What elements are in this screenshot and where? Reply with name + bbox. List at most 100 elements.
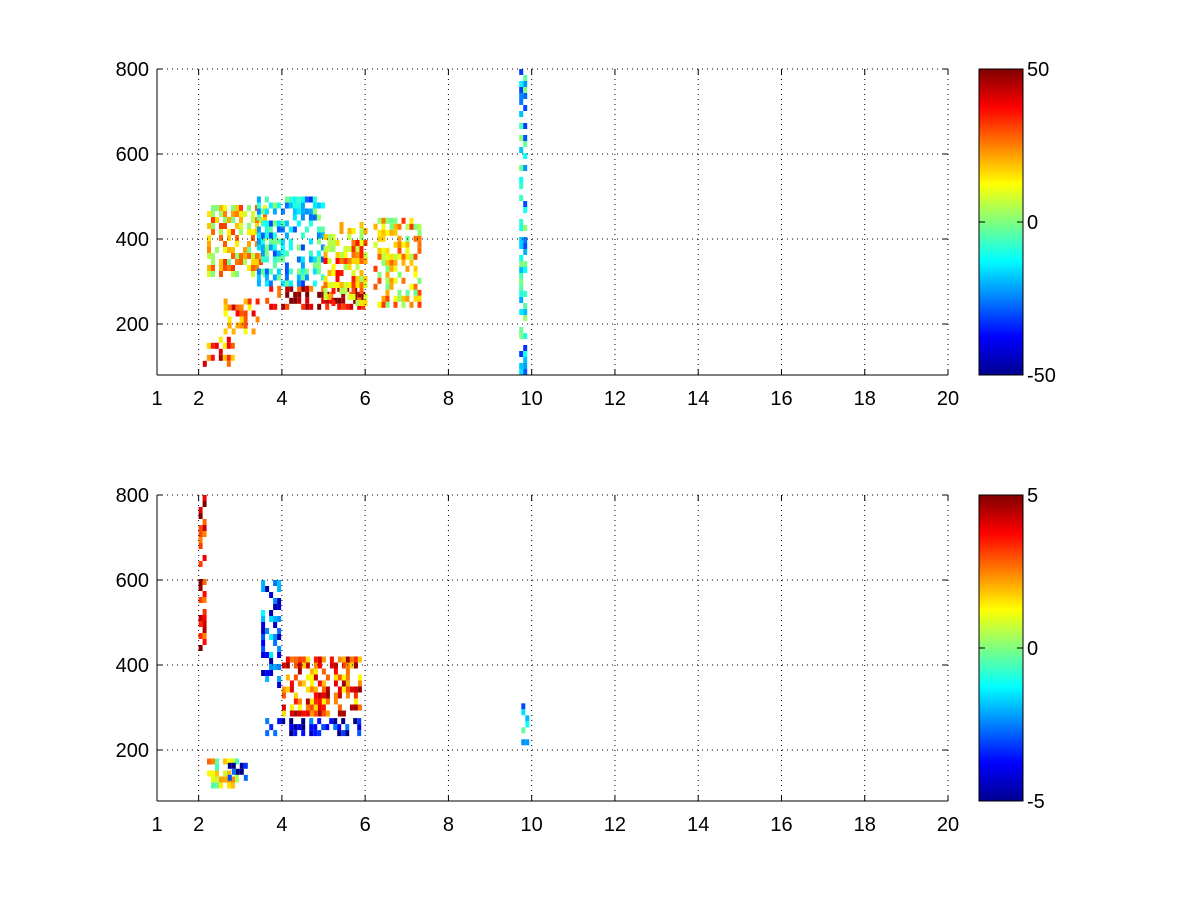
- heatmap-cell: [264, 256, 269, 263]
- heatmap-cell: [288, 268, 293, 275]
- heatmap-cell: [280, 256, 285, 263]
- heatmap-cell: [349, 686, 354, 693]
- heatmap-cell: [227, 235, 231, 241]
- heatmap-cell: [239, 762, 244, 769]
- x-tick-label: 16: [770, 814, 792, 836]
- heatmap-cell: [239, 211, 243, 217]
- heatmap-cell: [335, 270, 340, 276]
- heatmap-cell: [337, 686, 342, 693]
- heatmap-cell: [281, 662, 286, 669]
- heatmap-cell: [413, 265, 418, 272]
- heatmap-cell: [417, 295, 422, 302]
- colorbar-tick-label: 0: [1027, 638, 1038, 660]
- heatmap-cell: [272, 208, 277, 215]
- heatmap-cell: [301, 730, 306, 737]
- heatmap-cell: [260, 244, 265, 251]
- heatmap-cell: [256, 226, 261, 233]
- heatmap-cell: [247, 223, 251, 229]
- heatmap-cell: [289, 297, 294, 304]
- heatmap-cell: [198, 597, 203, 603]
- heatmap-cell: [207, 235, 211, 241]
- heatmap-cell: [251, 217, 255, 223]
- heatmap-cell: [284, 262, 289, 269]
- heatmap-cell: [409, 223, 414, 230]
- heatmap-feature-1: [207, 758, 239, 789]
- heatmap-cell: [265, 297, 270, 304]
- heatmap-cell: [293, 674, 298, 681]
- heatmap-cell: [219, 205, 223, 211]
- heatmap-cell: [231, 328, 236, 335]
- heatmap-cell: [227, 259, 231, 265]
- heatmap-cell: [239, 217, 243, 223]
- heatmap-cell: [323, 234, 328, 240]
- heatmap-cell: [373, 241, 378, 248]
- heatmap-cell: [202, 555, 207, 561]
- heatmap-cell: [292, 202, 297, 209]
- heatmap-cell: [312, 208, 317, 215]
- heatmap-cell: [359, 282, 364, 288]
- heatmap-cell: [207, 211, 211, 217]
- heatmap-cell: [273, 730, 278, 737]
- heatmap-cell: [218, 354, 223, 361]
- heatmap-cell: [239, 205, 243, 211]
- heatmap-cell: [413, 271, 418, 278]
- heatmap-cell: [325, 692, 330, 699]
- heatmap-cell: [519, 219, 524, 225]
- heatmap-cell: [268, 220, 273, 227]
- heatmap-cell: [235, 205, 239, 211]
- heatmap-cell: [269, 303, 274, 310]
- heatmap-cell: [239, 310, 244, 317]
- heatmap-cell: [393, 259, 398, 266]
- heatmap-cell: [251, 328, 256, 335]
- heatmap-cell: [300, 280, 305, 287]
- heatmap-cell: [273, 580, 278, 586]
- heatmap-cell: [357, 724, 362, 731]
- heatmap-cell: [519, 369, 524, 375]
- heatmap-cell: [264, 244, 269, 251]
- heatmap-cell: [523, 201, 528, 207]
- heatmap-cell: [309, 718, 314, 725]
- heatmap-cell: [260, 232, 265, 239]
- heatmap-cell: [293, 698, 298, 705]
- heatmap-cell: [337, 656, 342, 663]
- heatmap-cell: [359, 246, 364, 252]
- heatmap-cell: [519, 273, 524, 279]
- heatmap-cell: [335, 282, 340, 288]
- heatmap-cell: [202, 525, 207, 531]
- heatmap-cell: [202, 495, 207, 501]
- heatmap-cell: [268, 280, 273, 287]
- heatmap-cell: [321, 710, 326, 717]
- heatmap-cell: [223, 247, 227, 253]
- heatmap-cell: [381, 259, 386, 266]
- heatmap-cell: [341, 730, 346, 737]
- heatmap-cell: [320, 226, 325, 233]
- heatmap-cell: [260, 256, 265, 263]
- heatmap-cell: [321, 656, 326, 663]
- heatmap-cell: [281, 704, 286, 711]
- heatmap-cell: [231, 782, 235, 789]
- heatmap-feature-4: [265, 718, 362, 737]
- heatmap-cell: [305, 285, 310, 292]
- x-tick-label: 2: [193, 814, 204, 836]
- heatmap-cell: [523, 291, 528, 297]
- heatmap-cell: [235, 235, 239, 241]
- heatmap-cell: [264, 268, 269, 275]
- heatmap-cell: [523, 237, 528, 243]
- x-tick-label: 20: [937, 388, 959, 410]
- heatmap-cell: [207, 265, 211, 271]
- heatmap-cell: [207, 253, 211, 259]
- y-tick-label: 800: [116, 485, 149, 507]
- heatmap-cell: [231, 247, 235, 253]
- heatmap-feature-7: [519, 69, 528, 375]
- heatmap-cell: [198, 579, 203, 585]
- x-tick-label: 6: [360, 814, 371, 836]
- heatmap-cell: [265, 628, 270, 634]
- heatmap-cell: [359, 276, 364, 282]
- x-tick-label: 10: [521, 814, 543, 836]
- heatmap-cell: [335, 240, 340, 246]
- heatmap-cell: [272, 274, 277, 281]
- heatmap-cell: [417, 301, 422, 308]
- heatmap-cell: [377, 277, 382, 284]
- heatmap-cell: [405, 253, 410, 260]
